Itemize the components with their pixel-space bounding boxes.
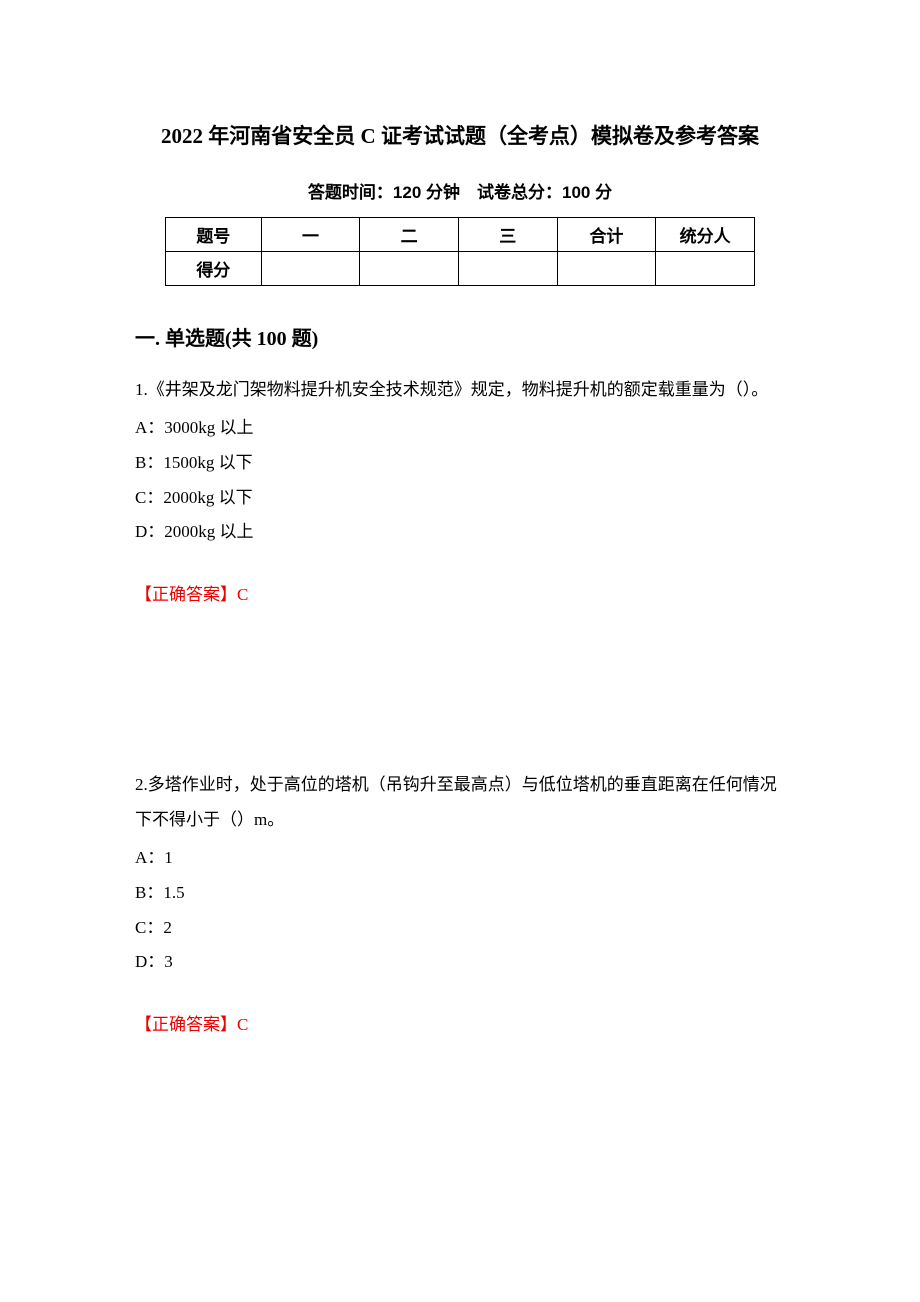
option-d: D：3 (135, 945, 785, 980)
table-header-cell: 统分人 (656, 218, 755, 252)
option-a: A：1 (135, 841, 785, 876)
table-cell (360, 252, 459, 286)
option-b: B：1.5 (135, 876, 785, 911)
question-block: 1.《井架及龙门架物料提升机安全技术规范》规定，物料提升机的额定载重量为（）。 … (135, 373, 785, 605)
table-row-label: 得分 (166, 252, 262, 286)
table-cell (261, 252, 360, 286)
table-score-row: 得分 (166, 252, 755, 286)
document-subtitle: 答题时间：120 分钟 试卷总分：100 分 (135, 178, 785, 203)
spacer (135, 633, 785, 768)
option-b: B：1500kg 以下 (135, 446, 785, 481)
table-cell (458, 252, 557, 286)
table-header-cell: 合计 (557, 218, 656, 252)
table-cell (557, 252, 656, 286)
table-header-row: 题号 一 二 三 合计 统分人 (166, 218, 755, 252)
document-title: 2022 年河南省安全员 C 证考试试题（全考点）模拟卷及参考答案 (135, 120, 785, 150)
option-c: C：2 (135, 911, 785, 946)
question-text: 2.多塔作业时，处于高位的塔机（吊钩升至最高点）与低位塔机的垂直距离在任何情况下… (135, 768, 785, 838)
section-heading: 一. 单选题(共 100 题) (135, 322, 785, 351)
answer-label: 【正确答案】C (135, 1010, 785, 1035)
table-cell (656, 252, 755, 286)
option-d: D：2000kg 以上 (135, 515, 785, 550)
table-header-cell: 二 (360, 218, 459, 252)
answer-label: 【正确答案】C (135, 580, 785, 605)
question-block: 2.多塔作业时，处于高位的塔机（吊钩升至最高点）与低位塔机的垂直距离在任何情况下… (135, 768, 785, 1035)
score-table: 题号 一 二 三 合计 统分人 得分 (165, 217, 755, 286)
option-c: C：2000kg 以下 (135, 481, 785, 516)
table-header-cell: 一 (261, 218, 360, 252)
table-header-cell: 三 (458, 218, 557, 252)
question-text: 1.《井架及龙门架物料提升机安全技术规范》规定，物料提升机的额定载重量为（）。 (135, 373, 785, 408)
option-a: A：3000kg 以上 (135, 411, 785, 446)
table-header-cell: 题号 (166, 218, 262, 252)
